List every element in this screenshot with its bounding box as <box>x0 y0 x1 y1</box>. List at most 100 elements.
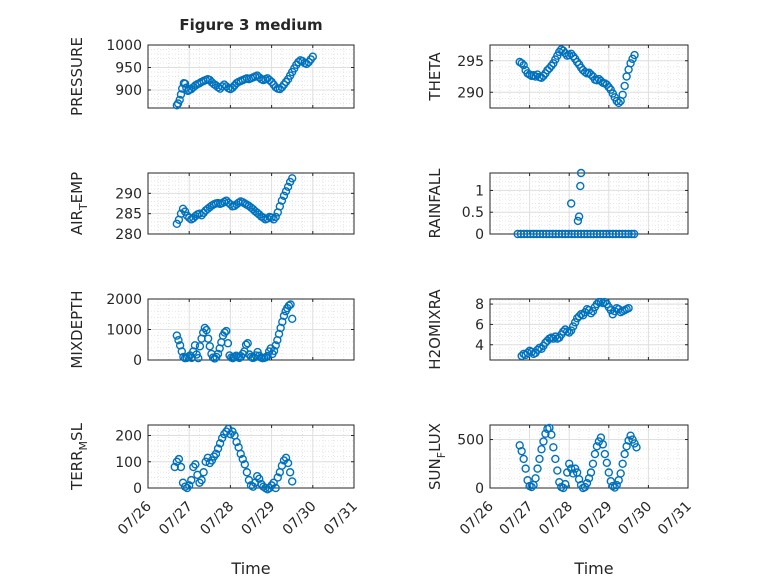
data-point <box>618 459 627 468</box>
x-tick-label: 07/31 <box>655 499 695 539</box>
data-point <box>610 483 619 492</box>
data-point <box>177 347 186 356</box>
data-point <box>226 200 235 209</box>
y-tick-label: 500 <box>457 433 484 449</box>
data-point <box>202 325 211 335</box>
data-point <box>240 460 250 469</box>
data-point <box>255 474 264 484</box>
data-point <box>200 323 210 333</box>
data-point <box>551 454 560 464</box>
y-axis-label: PRESSURE <box>68 37 86 116</box>
data-point <box>620 81 629 91</box>
data-point <box>586 468 596 477</box>
x-tick-label: 07/31 <box>321 499 361 539</box>
figure-title: Figure 3 medium <box>179 16 322 34</box>
y-axis-label: H2OMIXRA <box>426 289 444 370</box>
data-point <box>203 334 213 343</box>
axes-box <box>489 44 689 109</box>
y-tick-label: 0 <box>133 353 142 369</box>
x-tick-label: 07/30 <box>615 499 655 539</box>
data-point <box>604 468 613 477</box>
y-tick-label: 2000 <box>106 292 142 308</box>
data-point <box>267 213 276 222</box>
data-point <box>191 460 200 469</box>
data-point <box>211 449 221 459</box>
data-point <box>265 75 274 85</box>
data-point <box>590 449 600 459</box>
data-point <box>284 301 294 310</box>
data-point <box>187 475 196 485</box>
data-point <box>533 464 542 473</box>
subplot-sun-flux: 07/26 07/27 07/28 07/29 07/30 07/31 0 500 SUNFLU… <box>426 423 695 538</box>
y-tick-label: 0 <box>475 227 484 243</box>
data-point <box>521 464 530 473</box>
x-tick-label: 07/26 <box>457 498 497 538</box>
y-tick-label: 290 <box>457 85 484 101</box>
data-point <box>553 466 562 475</box>
y-tick-label: 0 <box>133 481 142 497</box>
data-point <box>174 335 183 345</box>
data-point <box>616 469 625 478</box>
data-point <box>600 297 610 307</box>
y-tick-label: 0 <box>475 481 484 497</box>
data-point <box>602 458 612 467</box>
data-point <box>588 307 598 316</box>
plot-area <box>490 425 688 488</box>
data-point <box>630 50 639 60</box>
y-tick-label: 200 <box>115 429 142 445</box>
y-tick-label: 295 <box>457 54 484 70</box>
data-point <box>600 449 610 459</box>
data-point <box>194 353 203 363</box>
y-tick-label: 290 <box>115 186 142 202</box>
subplot-pressure: 900 950 1000 PRESSURE <box>68 37 355 116</box>
data-point <box>576 181 585 191</box>
subplot-terr-msl: 07/26 07/27 07/28 07/29 07/30 07/31 0 100 200 TER… <box>68 422 361 538</box>
data-point <box>592 299 602 309</box>
data-point <box>288 174 297 183</box>
data-point <box>213 444 223 453</box>
y-tick-label: 6 <box>475 317 484 333</box>
x-tick-label: 07/26 <box>115 498 155 538</box>
data-point <box>537 445 546 454</box>
data-point <box>273 473 282 482</box>
y-tick-label: 4 <box>475 338 484 354</box>
data-point <box>285 468 295 477</box>
y-axis-label: TERRMSL <box>68 422 90 491</box>
data-point <box>213 349 223 359</box>
data-point <box>570 318 580 327</box>
y-tick-label: 1000 <box>106 323 142 339</box>
data-point <box>574 212 584 221</box>
data-point <box>586 309 596 318</box>
data-point <box>197 475 206 485</box>
y-tick-label: 1 <box>475 183 484 199</box>
data-point <box>271 212 280 222</box>
data-point <box>215 439 225 448</box>
data-point <box>559 327 568 336</box>
data-point <box>561 479 570 489</box>
data-point <box>172 331 182 340</box>
y-tick-label: 280 <box>115 227 142 243</box>
data-point <box>241 340 251 349</box>
data-point <box>523 348 532 358</box>
y-axis-label: AIRTEMP <box>68 172 90 235</box>
data-point <box>176 90 186 99</box>
data-point <box>243 339 252 348</box>
data-point <box>626 59 635 68</box>
data-point <box>174 454 184 464</box>
data-point <box>568 322 578 331</box>
data-point <box>232 437 241 447</box>
data-point <box>242 468 252 477</box>
data-point <box>606 477 615 486</box>
y-tick-label: 900 <box>115 83 142 99</box>
data-point <box>568 469 578 478</box>
y-axis-label: THETA <box>426 52 444 102</box>
data-point <box>176 462 186 472</box>
x-axis-label-left: Time <box>230 559 270 578</box>
data-point <box>220 328 229 337</box>
data-point <box>283 458 293 468</box>
axes-box <box>489 172 689 235</box>
data-point <box>180 79 190 88</box>
data-point <box>588 459 598 468</box>
axes-box <box>489 298 689 361</box>
